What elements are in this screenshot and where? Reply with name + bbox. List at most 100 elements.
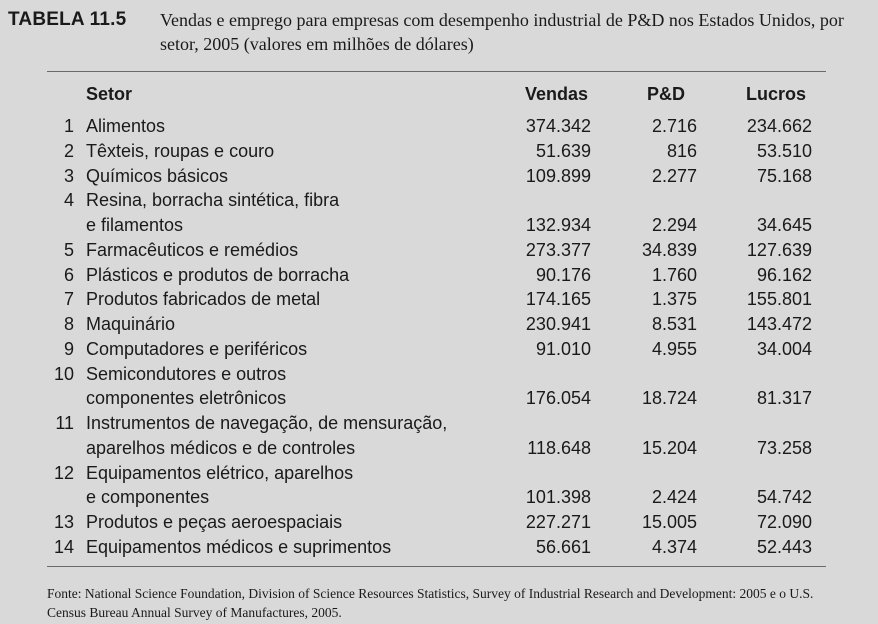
row-vendas: 56.661	[535, 536, 591, 557]
table-caption: Vendas e emprego para empresas com desem…	[160, 10, 844, 54]
table-row: 2 Têxteis, roupas e couro 51.639 816 53.510	[0, 139, 878, 164]
row-lucros: 73.258	[756, 437, 812, 458]
row-pd: 1.375	[651, 289, 697, 310]
row-vendas: 176.054	[525, 388, 591, 409]
row-vendas: 174.165	[525, 289, 591, 310]
row-pd: 4.955	[651, 338, 697, 359]
row-index: 9	[63, 338, 74, 359]
row-pd: 1.760	[651, 264, 697, 285]
row-index: 2	[63, 140, 74, 161]
row-index: 11	[55, 413, 74, 433]
row-index: 10	[53, 363, 74, 384]
row-vendas: 118.648	[527, 437, 591, 458]
row-vendas: 132.934	[525, 215, 591, 235]
table-row: 6 Plásticos e produtos de borracha 90.176 1…	[0, 263, 878, 288]
row-sector-name: e componentes	[86, 487, 210, 508]
header-lucros: Lucros	[745, 84, 806, 104]
row-index: 6	[63, 264, 74, 285]
row-sector-name: Resina, borracha sintética, fibra	[86, 190, 340, 211]
table-row: 5 Farmacêuticos e remédios 273.377 34.839 12…	[0, 238, 878, 263]
row-lucros: 52.443	[756, 536, 812, 557]
table-row: 10 Semicondutores e outros	[0, 362, 878, 387]
table-row: 7 Produtos fabricados de metal 174.165 1.37…	[0, 287, 878, 312]
table-row: e filamentos 132.934 2.294 34.645	[0, 213, 878, 238]
row-lucros: 81.317	[756, 388, 812, 409]
row-lucros: 34.004	[756, 338, 812, 359]
row-lucros: 155.801	[746, 289, 812, 310]
row-sector-name: Produtos fabricados de metal	[86, 289, 321, 310]
row-sector-name: Químicos básicos	[86, 165, 229, 186]
table-row: 13 Produtos e peças aeroespaciais 227.271 1…	[0, 510, 878, 535]
row-lucros: 75.168	[756, 165, 812, 186]
row-index: 12	[53, 462, 74, 483]
row-index: 14	[53, 536, 74, 557]
row-lucros: 127.639	[746, 239, 812, 260]
row-sector-name: e filamentos	[86, 215, 184, 235]
table-row: 14 Equipamentos médicos e suprimentos 56.6…	[0, 535, 878, 560]
row-lucros: 96.162	[756, 264, 812, 285]
row-sector-name: Computadores e periféricos	[86, 338, 308, 359]
row-index: 4	[63, 190, 74, 211]
row-vendas: 230.941	[525, 314, 591, 334]
table-row: 11 Instrumentos de navegação, de mensuraç…	[0, 411, 878, 436]
header-vendas: Vendas	[524, 84, 588, 104]
row-lucros: 234.662	[746, 116, 812, 136]
row-vendas: 101.398	[525, 487, 591, 508]
row-index: 8	[63, 314, 74, 334]
row-pd: 816	[666, 140, 697, 161]
row-index: 5	[63, 239, 74, 260]
row-pd: 8.531	[651, 314, 697, 334]
row-pd: 2.277	[651, 165, 697, 186]
table-label: TABELA 11.5	[8, 9, 127, 30]
row-index: 7	[63, 289, 74, 310]
row-index: 3	[63, 165, 74, 186]
row-sector-name: Equipamentos elétrico, aparelhos	[86, 462, 354, 483]
row-lucros: 143.472	[746, 314, 812, 334]
table-row: 4 Resina, borracha sintética, fibra	[0, 188, 878, 213]
row-lucros: 34.645	[756, 215, 812, 235]
row-sector-name: Plásticos e produtos de borracha	[86, 264, 350, 285]
header-setor: Setor	[86, 84, 133, 104]
row-vendas: 374.342	[525, 116, 591, 136]
row-sector-name: Instrumentos de navegação, de mensuração…	[86, 413, 448, 433]
table-row: 8 Maquinário 230.941 8.531 143.472	[0, 312, 878, 337]
row-lucros: 72.090	[756, 512, 812, 532]
row-vendas: 51.639	[535, 140, 591, 161]
row-pd: 4.374	[651, 536, 697, 557]
row-sector-name: Alimentos	[86, 116, 166, 136]
table-row: 9 Computadores e periféricos 91.010 4.955 34…	[0, 337, 878, 362]
row-sector-name: Têxteis, roupas e couro	[86, 140, 275, 161]
row-sector-name: Equipamentos médicos e suprimentos	[86, 536, 392, 557]
source-note: Fonte: National Science Foundation, Divi…	[47, 586, 814, 620]
row-vendas: 227.271	[525, 512, 591, 532]
row-pd: 15.005	[641, 512, 697, 532]
row-index: 13	[53, 512, 74, 532]
row-lucros: 53.510	[756, 140, 812, 161]
row-sector-name: Produtos e peças aeroespaciais	[86, 512, 343, 532]
row-sector-name: Semicondutores e outros	[86, 363, 287, 384]
row-sector-name: componentes eletrônicos	[86, 388, 287, 409]
row-index: 1	[63, 116, 74, 136]
row-pd: 18.724	[641, 388, 697, 409]
row-vendas: 91.010	[535, 338, 591, 359]
table-row: e componentes 101.398 2.424 54.742	[0, 485, 878, 510]
row-sector-name: Farmacêuticos e remédios	[86, 239, 299, 260]
table-row: componentes eletrônicos 176.054 18.724 81.3…	[0, 386, 878, 411]
table-row: 3 Químicos básicos 109.899 2.277 75.168	[0, 164, 878, 189]
row-pd: 15.204	[641, 437, 697, 458]
table-row: 1 Alimentos 374.342 2.716 234.662	[0, 114, 878, 139]
top-rule	[47, 71, 826, 72]
header-row: Setor Vendas P&D Lucros	[0, 82, 878, 107]
header-pd: P&D	[646, 84, 685, 104]
row-vendas: 273.377	[525, 239, 591, 260]
table-row: 12 Equipamentos elétrico, aparelhos	[0, 461, 878, 486]
row-lucros: 54.742	[756, 487, 812, 508]
row-pd: 2.294	[651, 215, 697, 235]
row-vendas: 90.176	[535, 264, 591, 285]
row-vendas: 109.899	[525, 165, 591, 186]
bottom-rule	[47, 566, 826, 567]
row-pd: 2.716	[651, 116, 697, 136]
row-sector-name: aparelhos médicos e de controles	[86, 437, 356, 458]
row-pd: 34.839	[641, 239, 697, 260]
